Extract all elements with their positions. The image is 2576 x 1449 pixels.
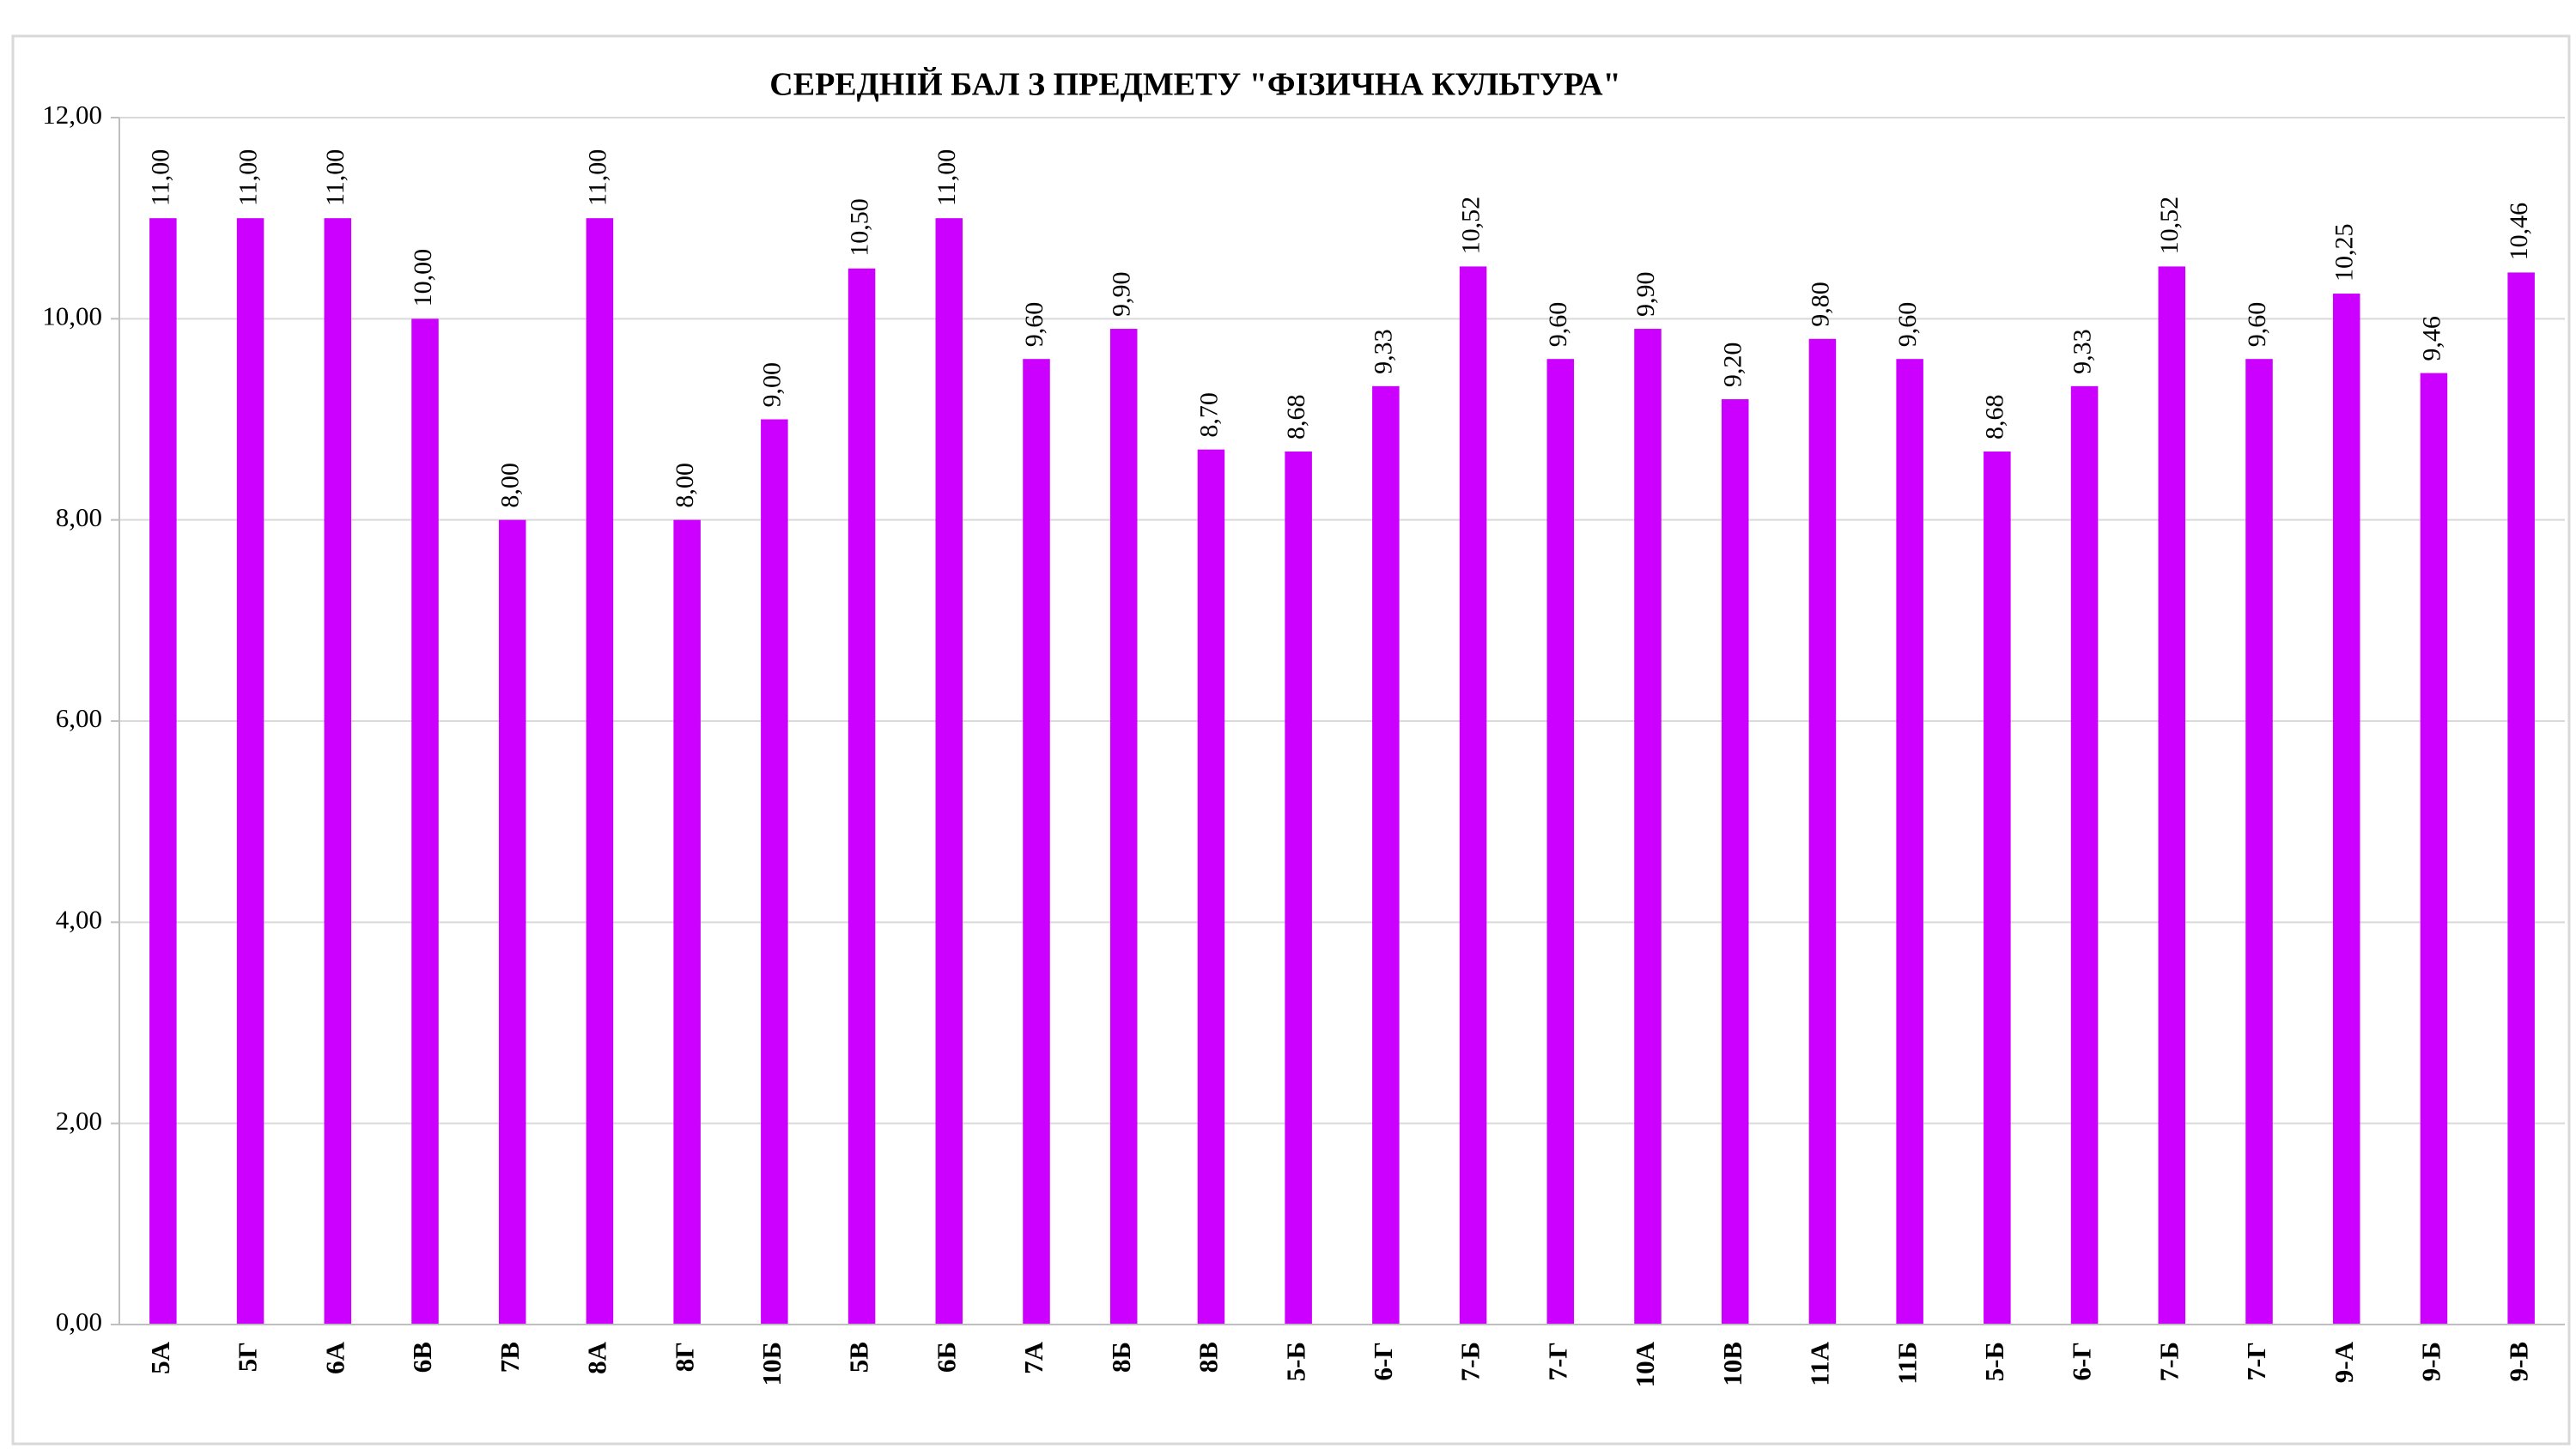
x-tick-label: 9-А — [2329, 1341, 2359, 1383]
x-tick-label: 7-Б — [1455, 1342, 1485, 1381]
y-tick-label: 2,00 — [56, 1106, 102, 1136]
bar — [1023, 359, 1050, 1325]
x-tick-label: 8Б — [1106, 1342, 1136, 1373]
value-label: 8,00 — [671, 463, 699, 508]
value-label: 10,00 — [409, 249, 437, 307]
bar — [1109, 329, 1138, 1325]
value-label: 11,00 — [147, 149, 175, 206]
value-label: 9,60 — [1020, 302, 1048, 348]
bar — [149, 218, 177, 1325]
value-label: 10,52 — [1456, 197, 1485, 255]
value-label: 9,60 — [1544, 302, 1572, 348]
x-tick-label: 10А — [1630, 1341, 1660, 1387]
bar — [1634, 329, 1662, 1325]
bar — [2507, 272, 2535, 1325]
bar — [848, 268, 876, 1325]
x-tick-label: 10Б — [756, 1342, 787, 1386]
bar — [586, 218, 614, 1325]
value-label: 11,00 — [321, 149, 349, 206]
bar — [1984, 451, 2011, 1325]
x-tick-label: 6-Г — [1368, 1342, 1398, 1381]
x-tick-label: 7-Г — [2241, 1342, 2271, 1381]
bar — [1459, 266, 1487, 1325]
value-label: 9,90 — [1108, 272, 1136, 318]
value-label: 9,60 — [2243, 302, 2271, 348]
x-tick-label: 11Б — [1892, 1342, 1922, 1385]
bar — [2245, 359, 2273, 1325]
bar — [498, 519, 526, 1325]
x-tick-label: 6А — [319, 1341, 349, 1374]
bar — [411, 318, 439, 1325]
value-label: 11,00 — [933, 149, 961, 206]
value-label: 9,60 — [1893, 302, 1922, 348]
value-label: 9,33 — [2068, 329, 2096, 374]
value-label: 10,46 — [2505, 203, 2533, 261]
x-tick-label: 10В — [1717, 1342, 1747, 1386]
bar — [1808, 338, 1837, 1325]
x-tick-label: 5А — [145, 1341, 175, 1374]
x-tick-label: 8В — [1194, 1342, 1224, 1373]
value-label: 8,68 — [1981, 394, 2009, 440]
value-label: 8,00 — [496, 463, 525, 508]
value-label: 9,20 — [1719, 343, 1747, 388]
bar — [761, 419, 788, 1325]
value-label: 11,00 — [234, 149, 262, 206]
value-label: 11,00 — [583, 149, 611, 206]
bar — [673, 519, 701, 1325]
y-tick-label: 8,00 — [56, 502, 102, 532]
value-label: 9,46 — [2417, 316, 2445, 361]
value-label: 10,52 — [2155, 197, 2184, 255]
x-tick-label: 8Г — [669, 1342, 699, 1372]
x-tick-label: 6-Г — [2067, 1342, 2097, 1381]
x-tick-label: 5-Б — [1979, 1342, 2009, 1381]
x-tick-label: 5Г — [233, 1342, 263, 1372]
y-tick-label: 6,00 — [56, 703, 102, 733]
y-tick-label: 10,00 — [42, 300, 102, 330]
x-tick-label: 6В — [407, 1342, 437, 1373]
bar — [1197, 449, 1225, 1325]
x-tick-label: 8А — [582, 1341, 612, 1374]
value-label: 10,50 — [845, 198, 873, 257]
x-tick-label: 5В — [844, 1342, 874, 1373]
x-tick-label: 7А — [1018, 1341, 1048, 1374]
value-label: 9,80 — [1806, 282, 1834, 327]
x-tick-label: 7-Г — [1542, 1342, 1572, 1381]
bar — [2070, 385, 2099, 1325]
y-tick-label: 12,00 — [42, 100, 102, 130]
value-label: 9,00 — [758, 362, 787, 408]
x-tick-label: 5-Б — [1280, 1342, 1310, 1381]
x-tick-label: 6Б — [931, 1342, 961, 1373]
bar — [1285, 451, 1312, 1325]
chart-title: СЕРЕДНІЙ БАЛ З ПРЕДМЕТУ "ФІЗИЧНА КУЛЬТУР… — [769, 67, 1620, 103]
y-tick-label: 0,00 — [56, 1307, 102, 1337]
value-label: 8,68 — [1282, 394, 1310, 440]
value-label: 9,90 — [1631, 272, 1660, 318]
x-tick-label: 7-Б — [2154, 1342, 2184, 1381]
bar — [1896, 359, 1923, 1325]
x-tick-label: 9-В — [2503, 1342, 2533, 1382]
bar — [1546, 359, 1575, 1325]
bar — [2420, 373, 2448, 1325]
x-tick-label: 11А — [1805, 1341, 1835, 1385]
bar — [236, 218, 264, 1325]
bar — [1721, 399, 1749, 1325]
y-tick-label: 4,00 — [56, 904, 102, 934]
x-tick-label: 9-Б — [2416, 1342, 2446, 1381]
bar — [324, 218, 352, 1325]
value-label: 10,25 — [2330, 224, 2359, 282]
bar — [935, 218, 963, 1325]
bar — [1372, 385, 1400, 1325]
value-label: 9,33 — [1370, 329, 1398, 374]
value-label: 8,70 — [1194, 392, 1223, 438]
bar — [2332, 294, 2360, 1325]
bar — [2158, 266, 2186, 1325]
x-tick-label: 7В — [495, 1342, 525, 1373]
